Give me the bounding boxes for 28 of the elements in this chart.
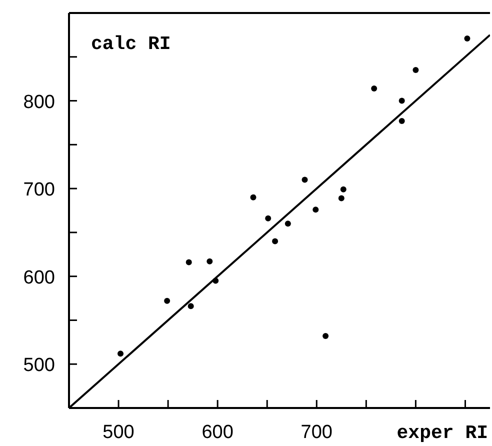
y-tick-label: 800 [23,92,55,113]
point [265,215,272,222]
point [340,186,346,192]
point [284,220,291,227]
x-tick-label: 600 [202,422,234,443]
x-tick-label: 700 [300,422,332,443]
point [464,35,470,42]
point [188,303,194,310]
point [250,194,256,200]
y-tick-label: 600 [23,267,55,288]
point [371,85,378,92]
point [186,259,192,266]
point [322,333,329,340]
point [206,258,213,264]
x-axis-title: exper RI [396,422,488,444]
point [272,238,278,244]
point [338,195,344,202]
point [398,118,405,124]
point [398,98,405,104]
point [118,350,124,357]
y-tick-label: 700 [23,180,55,201]
y-tick-label: 500 [23,355,55,376]
point [312,206,319,213]
x-tick-label: 500 [102,422,134,443]
point [302,176,308,183]
point [164,298,170,304]
point [412,67,419,74]
y-axis-title: calc RI [91,33,171,55]
